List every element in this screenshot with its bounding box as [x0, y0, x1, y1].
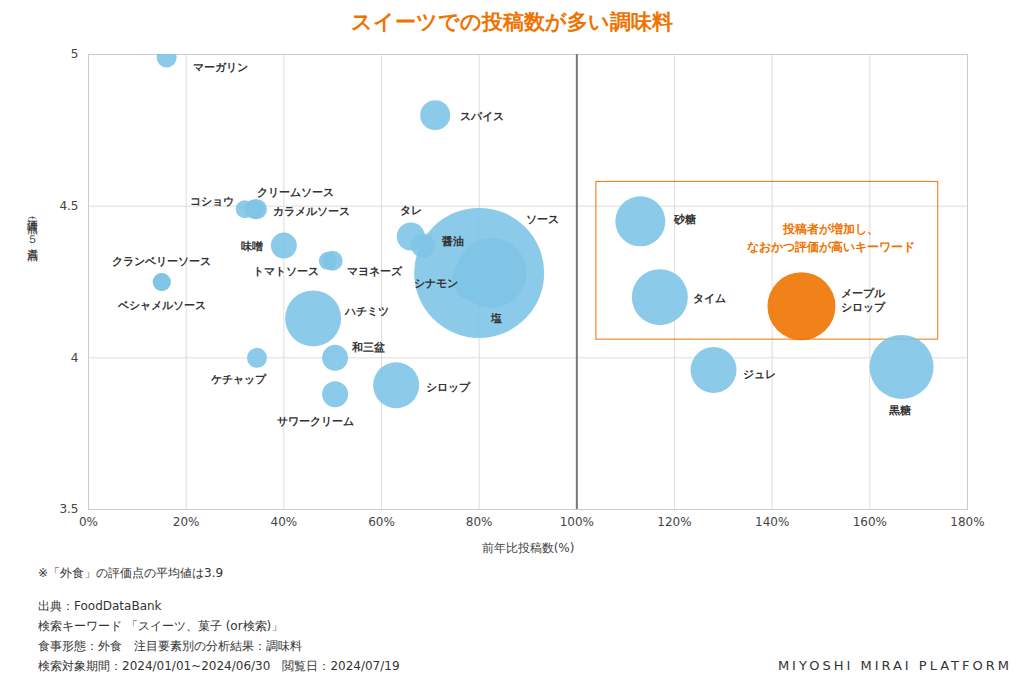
svg-text:ベシャメルソース: ベシャメルソース — [117, 299, 206, 312]
svg-text:タレ: タレ — [400, 204, 422, 217]
html-text:※「外食」の評価点の平均値は3.9: ※「外食」の評価点の平均値は3.9 — [38, 566, 224, 580]
html-text:検索対象期間：2024/01/01~2024/06/30 閲: 検索対象期間：2024/01/01~2024/06/30 閲覧日：2024/07… — [38, 659, 400, 673]
svg-text:ケチャップ: ケチャップ — [210, 373, 267, 386]
svg-text:5: 5 — [71, 47, 79, 61]
svg-text:コショウ: コショウ — [190, 195, 234, 208]
svg-text:サワークリーム: サワークリーム — [277, 415, 354, 428]
svg-text:黒糖: 黒糖 — [888, 404, 911, 417]
svg-text:味噌: 味噌 — [241, 240, 263, 253]
svg-text:投稿者が増加し、なおかつ評価が高いキーワード: 投稿者が増加し、なおかつ評価が高いキーワード — [747, 222, 915, 254]
svg-text:60%: 60% — [368, 515, 395, 529]
svg-text:メープルシロップ: メープルシロップ — [841, 287, 886, 314]
svg-text:タイム: タイム — [693, 292, 726, 305]
svg-text:160%: 160% — [853, 515, 887, 529]
html-text:評価点（点，５点満点）: 評価点（点，５点満点） — [26, 210, 39, 243]
svg-text:カラメルソース: カラメルソース — [273, 205, 350, 218]
svg-text:シロップ: シロップ — [426, 381, 471, 394]
svg-text:和三盆: 和三盆 — [351, 341, 385, 354]
svg-text:4.5: 4.5 — [59, 199, 78, 213]
svg-text:ジュレ: ジュレ — [743, 368, 776, 381]
svg-text:120%: 120% — [657, 515, 691, 529]
svg-text:0%: 0% — [79, 515, 98, 529]
svg-text:クリームソース: クリームソース — [257, 186, 334, 199]
svg-text:スパイス: スパイス — [460, 110, 504, 123]
html-text:出典：FoodDataBank: 出典：FoodDataBank — [38, 599, 162, 613]
svg-text:塩: 塩 — [490, 312, 502, 325]
svg-text:醤油: 醤油 — [441, 235, 464, 248]
svg-text:3.5: 3.5 — [59, 502, 78, 516]
svg-text:マーガリン: マーガリン — [193, 61, 248, 74]
svg-text:ソース: ソース — [526, 213, 559, 226]
svg-text:砂糖: 砂糖 — [673, 213, 696, 226]
svg-text:140%: 140% — [755, 515, 789, 529]
svg-text:180%: 180% — [950, 515, 984, 529]
svg-text:マヨネーズ: マヨネーズ — [347, 265, 403, 278]
html-text:MIYOSHI MIRAI PLATFORM: MIYOSHI MIRAI PLATFORM — [777, 658, 1012, 673]
svg-text:クランベリーソース: クランベリーソース — [112, 255, 211, 268]
html-text:スイーツでの投稿数が多い調味料: スイーツでの投稿数が多い調味料 — [351, 10, 673, 34]
svg-text:80%: 80% — [466, 515, 493, 529]
svg-text:前年比投稿数(%): 前年比投稿数(%) — [482, 541, 575, 555]
svg-text:トマトソース: トマトソース — [253, 265, 319, 278]
svg-text:シナモン: シナモン — [414, 277, 458, 290]
svg-text:100%: 100% — [560, 515, 594, 529]
html-text:検索キーワード 「スイーツ、菓子 (or検索)」: 検索キーワード 「スイーツ、菓子 (or検索)」 — [38, 619, 284, 633]
svg-text:20%: 20% — [173, 515, 200, 529]
svg-text:40%: 40% — [270, 515, 297, 529]
svg-text:ハチミツ: ハチミツ — [344, 305, 389, 318]
html-text:食事形態：外食 注目要素別の分析結果：調味料: 食事形態：外食 注目要素別の分析結果：調味料 — [38, 639, 302, 653]
svg-text:4: 4 — [71, 351, 79, 365]
